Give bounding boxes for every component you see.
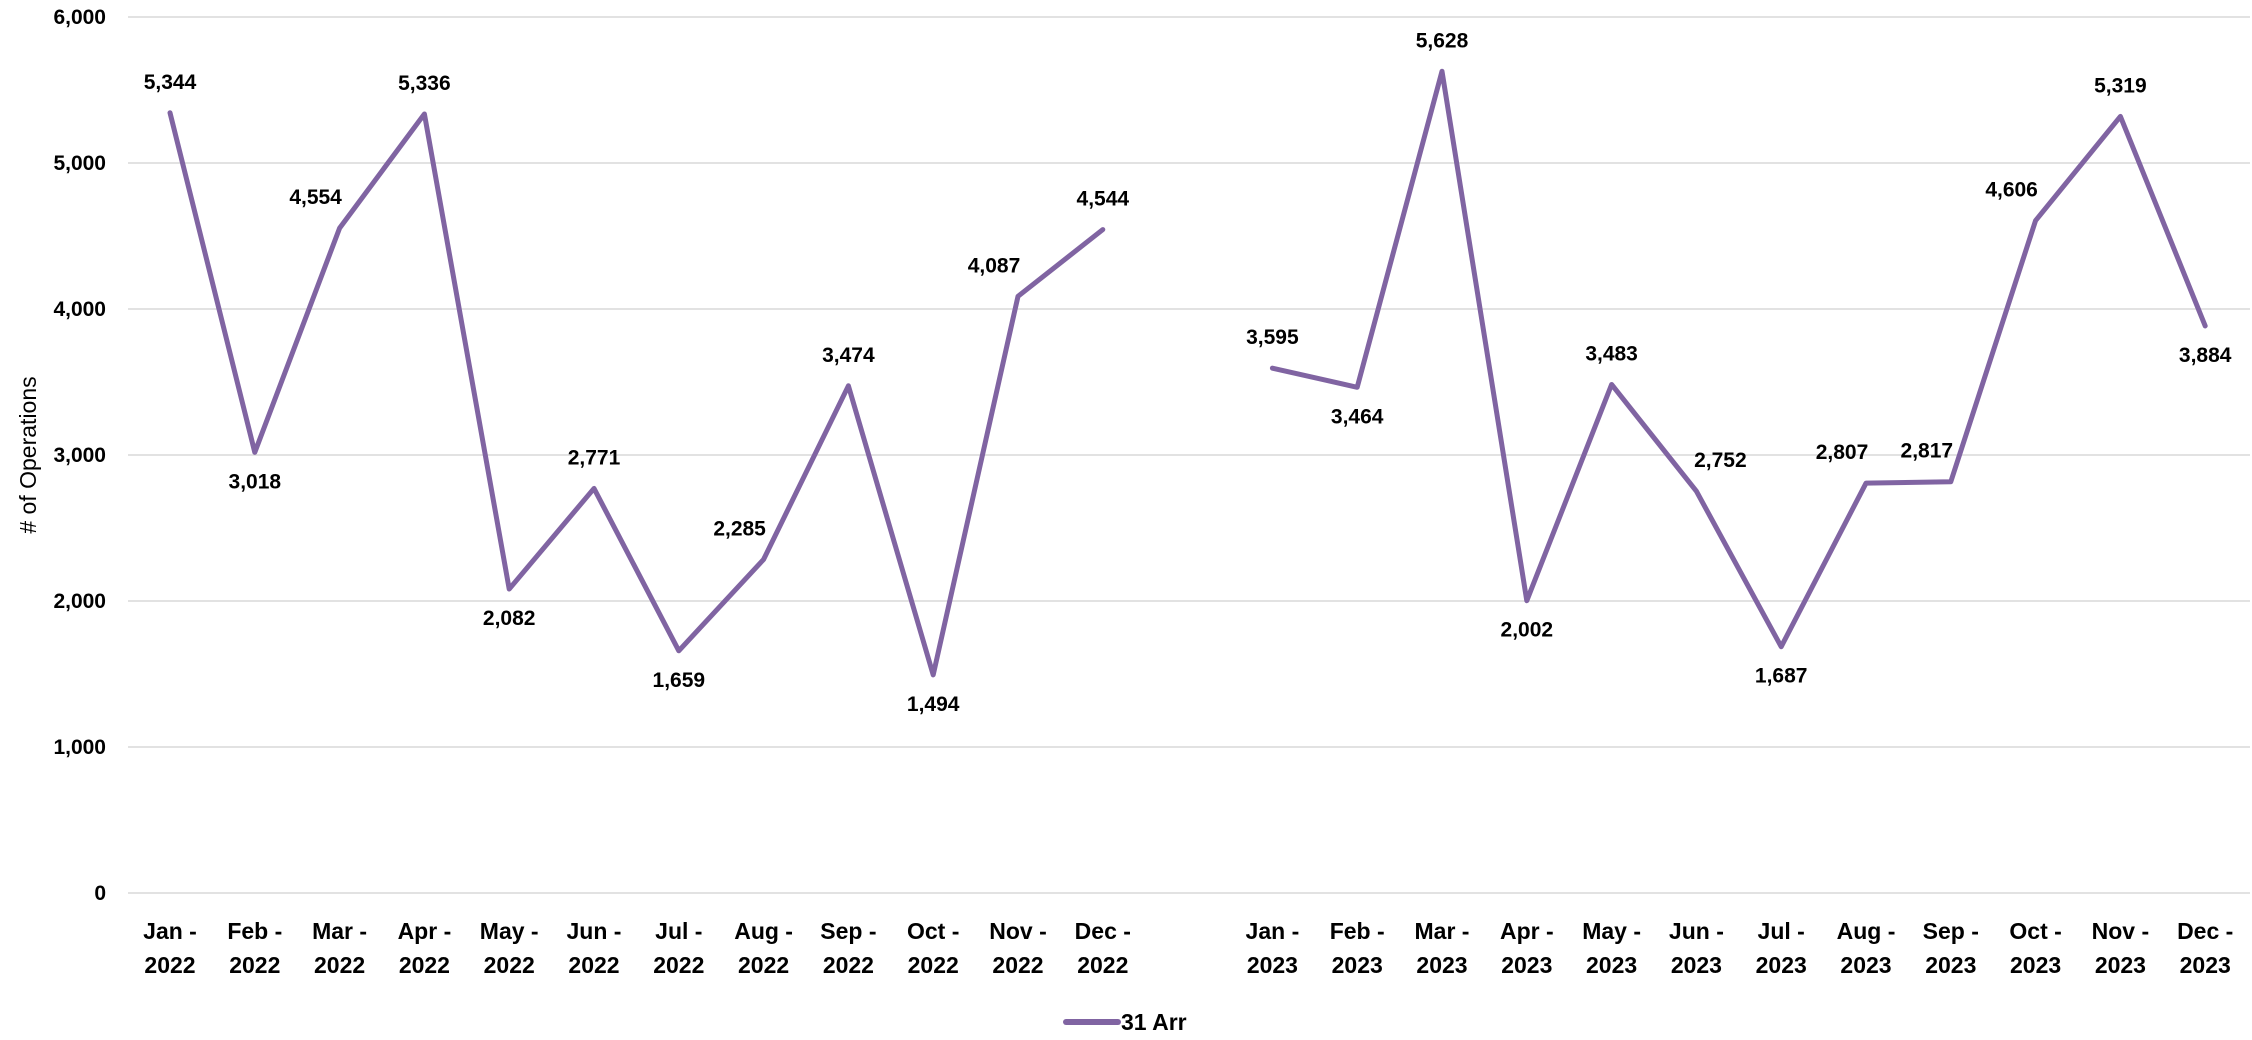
x-tick-label: Oct -	[907, 918, 959, 944]
y-tick-label: 6,000	[53, 6, 106, 29]
x-tick-label: Dec -	[1075, 918, 1131, 944]
x-tick-label: Nov -	[989, 918, 1047, 944]
data-label: 2,002	[1501, 619, 1554, 642]
x-tick-label: Feb -	[227, 918, 282, 944]
x-tick-label: Jan -	[143, 918, 197, 944]
x-tick-label: 2022	[144, 952, 195, 978]
data-labels: 5,344 3,018 4,554 5,336 2,082 2,771 1,659 2,285…	[144, 29, 2232, 716]
x-tick-label: Apr -	[398, 918, 452, 944]
x-tick-label: 2022	[992, 952, 1043, 978]
data-label: 3,884	[2179, 344, 2232, 367]
x-tick-label: 2023	[1332, 952, 1383, 978]
series-line	[167, 110, 1106, 678]
x-tick-label: Aug -	[734, 918, 793, 944]
x-tick-label: Mar -	[312, 918, 367, 944]
data-label: 4,087	[968, 254, 1021, 277]
y-tick-label: 3,000	[53, 444, 106, 467]
data-label: 2,817	[1901, 440, 1954, 463]
x-tick-label: Sep -	[820, 918, 876, 944]
x-tick-label: 2023	[1247, 952, 1298, 978]
x-tick-label: Aug -	[1837, 918, 1896, 944]
y-tick-label: 5,000	[53, 152, 106, 175]
data-label: 1,687	[1755, 665, 1808, 688]
data-label: 5,336	[398, 72, 451, 95]
x-tick-label: 2022	[568, 952, 619, 978]
x-tick-label: 2022	[314, 952, 365, 978]
data-label: 5,344	[144, 71, 197, 94]
y-axis-ticks: 0 1,000 2,000 3,000 4,000 5,000 6,000	[53, 6, 106, 905]
y-tick-label: 2,000	[53, 590, 106, 613]
x-tick-label: Dec -	[2177, 918, 2233, 944]
x-tick-label: 2023	[2095, 952, 2146, 978]
x-tick-label: Sep -	[1923, 918, 1979, 944]
x-tick-label: 2023	[1501, 952, 1552, 978]
x-tick-label: 2022	[738, 952, 789, 978]
data-label: 5,319	[2094, 74, 2147, 97]
x-tick-label: 2023	[2180, 952, 2231, 978]
data-label: 3,483	[1585, 342, 1638, 365]
y-axis-title: # of Operations	[15, 376, 41, 533]
y-tick-label: 0	[94, 882, 106, 905]
x-tick-label: May -	[1582, 918, 1641, 944]
x-tick-label: May -	[480, 918, 539, 944]
legend[interactable]: 31 Arr	[1063, 1009, 1187, 1035]
series-line	[1269, 68, 2208, 650]
data-label: 5,628	[1416, 29, 1469, 52]
x-tick-label: 2022	[653, 952, 704, 978]
x-tick-label: Jan -	[1246, 918, 1300, 944]
x-tick-label: 2023	[1925, 952, 1976, 978]
series-lines	[167, 68, 2208, 678]
data-label: 3,018	[229, 470, 282, 493]
x-tick-label: 2023	[2010, 952, 2061, 978]
x-tick-label: 2023	[1671, 952, 1722, 978]
x-tick-label: 2022	[229, 952, 280, 978]
x-tick-label: Feb -	[1330, 918, 1385, 944]
x-tick-label: 2023	[1756, 952, 1807, 978]
data-label: 3,464	[1331, 405, 1384, 428]
data-label: 3,474	[822, 344, 875, 367]
y-tick-label: 4,000	[53, 298, 106, 321]
data-label: 4,606	[1985, 179, 2038, 202]
data-label: 2,082	[483, 607, 536, 630]
x-tick-label: 2023	[1586, 952, 1637, 978]
x-tick-label: Jun -	[567, 918, 622, 944]
x-tick-label: Nov -	[2092, 918, 2150, 944]
data-label: 2,752	[1694, 449, 1747, 472]
x-tick-label: Jul -	[655, 918, 702, 944]
x-tick-label: Jun -	[1669, 918, 1724, 944]
x-tick-label: 2022	[908, 952, 959, 978]
x-axis-ticks: Jan - 2022 Feb - 2022 Mar - 2022 Apr - 2022 May …	[143, 918, 2233, 978]
data-label: 1,659	[653, 669, 706, 692]
x-tick-label: 2022	[484, 952, 535, 978]
y-tick-label: 1,000	[53, 736, 106, 759]
x-tick-label: Oct -	[2009, 918, 2061, 944]
gridlines	[128, 16, 2250, 894]
x-tick-label: Jul -	[1758, 918, 1805, 944]
x-tick-label: 2023	[1416, 952, 1467, 978]
x-tick-label: 2022	[823, 952, 874, 978]
legend-label: 31 Arr	[1121, 1009, 1187, 1035]
data-label: 4,544	[1077, 188, 1130, 211]
x-tick-label: Apr -	[1500, 918, 1554, 944]
data-label: 2,285	[713, 517, 766, 540]
data-label: 4,554	[289, 186, 342, 209]
x-tick-label: Mar -	[1415, 918, 1470, 944]
data-label: 2,807	[1816, 441, 1869, 464]
x-tick-label: 2022	[399, 952, 450, 978]
data-label: 1,494	[907, 693, 960, 716]
data-label: 2,771	[568, 446, 621, 469]
x-tick-label: 2022	[1077, 952, 1128, 978]
x-tick-label: 2023	[1840, 952, 1891, 978]
data-label: 3,595	[1246, 326, 1299, 349]
